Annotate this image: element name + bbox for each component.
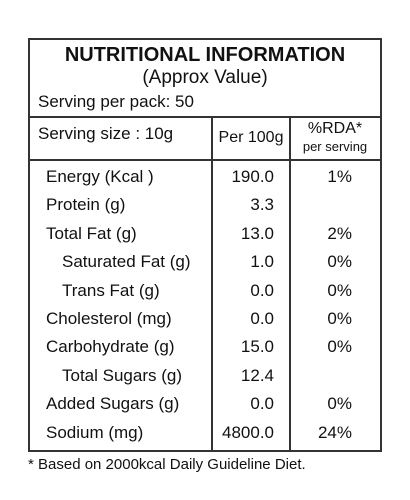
per-100g-value: 190.0 (231, 167, 274, 186)
column-header: Per 100g (218, 129, 284, 146)
per-100g-value: 13.0 (240, 223, 274, 243)
per-100g-value: 4800.0 (222, 422, 274, 442)
rda-value: 0% (327, 337, 352, 357)
per-100g-value: 12.4 (240, 365, 274, 385)
per-100g-value: 0.0 (250, 280, 274, 300)
footnote: * Based on 2000kcal Daily Guideline Diet… (28, 456, 306, 473)
nutrient-name: Energy (Kcal ) (46, 167, 154, 186)
nutrient-name: Added Sugars (g) (46, 394, 180, 414)
rda-value: 0% (327, 280, 352, 300)
nutrient-name: Cholesterol (mg) (46, 309, 172, 328)
nutrient-name: Total Sugars (g) (62, 365, 182, 385)
per-100g-value: 1.0 (250, 252, 274, 272)
label-border (28, 38, 382, 452)
column-divider (211, 117, 213, 450)
per-100g-value: 15.0 (240, 337, 274, 357)
nutrient-name: Protein (g) (46, 195, 126, 215)
rda-value: 24% (317, 422, 352, 442)
nutrient-name: Total Fat (g) (46, 223, 137, 243)
serving-per-pack: Serving per pack: 50 (38, 92, 194, 111)
per-100g-value: 0.0 (250, 309, 274, 328)
column-header: %RDA* (307, 120, 363, 137)
column-divider (289, 117, 291, 450)
nutrient-name: Saturated Fat (g) (62, 252, 191, 272)
title: NUTRITIONAL INFORMATION (64, 44, 346, 66)
serving-size: Serving size : 10g (38, 124, 174, 143)
subtitle: (Approx Value) (142, 67, 268, 88)
per-100g-value: 3.3 (250, 195, 274, 215)
nutrient-name: Carbohydrate (g) (46, 337, 175, 357)
rda-value: 2% (327, 223, 352, 243)
divider (28, 116, 380, 118)
rda-value: 0% (327, 394, 352, 414)
rda-value: 1% (327, 167, 352, 186)
divider (28, 159, 380, 161)
nutrient-name: Sodium (mg) (46, 422, 144, 442)
rda-value: 0% (327, 309, 352, 328)
column-subheader: per serving (302, 139, 368, 154)
nutrient-name: Trans Fat (g) (62, 280, 160, 300)
rda-value: 0% (327, 252, 352, 272)
per-100g-value: 0.0 (250, 394, 274, 414)
